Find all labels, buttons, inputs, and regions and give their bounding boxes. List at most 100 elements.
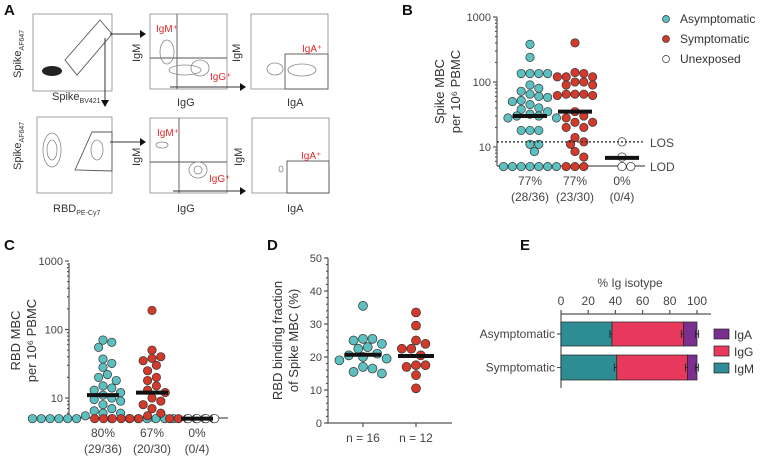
data-point — [94, 372, 104, 382]
data-point — [561, 162, 571, 172]
flow-plot-rbd — [36, 116, 113, 194]
percent-label: 80% — [91, 426, 115, 440]
data-point — [147, 353, 157, 363]
data-point — [151, 372, 161, 382]
category-label: Asymptomatic — [480, 327, 555, 341]
legend-b: Asymptomatic Symptomatic Unexposed — [662, 12, 755, 66]
data-point — [579, 77, 589, 87]
data-point — [80, 411, 90, 421]
data-point — [138, 356, 148, 366]
legend-swatch — [713, 328, 730, 340]
axis-label-igm: IgM — [131, 44, 143, 62]
data-point — [579, 162, 589, 172]
data-point — [503, 113, 513, 123]
fraction-label: (0/4) — [185, 442, 210, 456]
bar-segment-igg — [616, 354, 688, 381]
data-point — [543, 92, 553, 102]
group-asymptomatic: 77% (28/36) — [498, 39, 562, 204]
group-unexposed: 0% (0/4) — [605, 137, 639, 204]
data-point — [561, 89, 571, 99]
y-tick-label: 50 — [310, 253, 322, 265]
x-tick-label: 0 — [558, 294, 565, 308]
panel-label-b: B — [402, 2, 413, 19]
data-point — [107, 358, 117, 368]
data-point — [147, 345, 157, 355]
igm-positive-label: IgM⁺ — [157, 128, 179, 139]
igg-positive-label: IgG⁺ — [209, 174, 230, 185]
data-point — [561, 122, 571, 132]
percent-label: 67% — [140, 426, 164, 440]
data-point — [525, 139, 535, 149]
legend-marker — [662, 35, 670, 43]
chart-d: 0 10 20 30 40 50 RBD binding fractionof Spike … — [270, 253, 452, 445]
panel-label-e: E — [520, 237, 530, 254]
data-point — [358, 334, 368, 344]
group-asymptomatic: n = 16 — [334, 301, 392, 445]
data-point — [570, 89, 580, 99]
data-point — [516, 162, 526, 172]
axis-label-iga: IgA — [287, 97, 304, 109]
data-point — [534, 162, 544, 172]
data-point — [579, 89, 589, 99]
data-point — [525, 162, 535, 172]
rbd-gate — [74, 131, 113, 172]
data-point — [151, 360, 161, 370]
data-point — [358, 301, 368, 311]
y-axis-title-line2: per 10⁶ PBMC — [24, 299, 39, 382]
iga-positive-label: IgA⁺ — [302, 44, 322, 55]
data-point — [516, 68, 526, 79]
percent-label: 77% — [563, 174, 587, 188]
y-axis-title: Spike MBCper 10⁶ PBMC — [432, 50, 463, 133]
data-point — [579, 152, 589, 162]
data-point — [579, 137, 589, 147]
axis-label-spike-bv421: SpikeBV421 — [52, 91, 101, 105]
data-point — [534, 68, 544, 79]
data-point — [98, 362, 108, 372]
n-label: n = 16 — [346, 431, 380, 445]
data-point — [36, 414, 46, 424]
data-point — [147, 404, 157, 414]
flow-plot-igm-igg-bottom — [149, 117, 228, 194]
data-point — [98, 335, 108, 345]
legend-label: Asymptomatic — [680, 12, 755, 26]
data-point — [525, 52, 535, 62]
category-label: Symptomatic — [486, 361, 555, 375]
data-point — [411, 370, 421, 380]
y-tick-label: 40 — [310, 286, 322, 298]
error-bar — [695, 363, 699, 372]
data-point — [143, 375, 153, 386]
data-point — [529, 147, 539, 157]
axis-label-rbd-pecy7: RBDPE-Cy7 — [53, 203, 100, 217]
data-point — [54, 414, 64, 424]
data-point — [588, 72, 598, 82]
chart-b: 10 100 1000 Spike MBCper 10⁶ PBMC 77% (28/36)… — [432, 12, 755, 204]
data-point — [551, 162, 562, 172]
y-tick-label: 1000 — [467, 12, 491, 24]
data-point — [588, 117, 598, 127]
fraction-label: (29/36) — [84, 442, 122, 456]
data-point — [579, 68, 589, 79]
y-tick-label: 10 — [310, 385, 322, 397]
data-point — [358, 362, 368, 372]
lod-label: LOD — [650, 160, 675, 174]
n-label: n = 12 — [399, 431, 433, 445]
data-point — [579, 122, 589, 132]
data-point — [507, 162, 517, 172]
fraction-label: (0/4) — [610, 190, 635, 204]
data-point — [411, 320, 421, 331]
data-point — [534, 125, 544, 135]
y-tick-label: 0 — [316, 418, 322, 430]
flow-cytometry-panel: SpikeAF647 SpikeBV421 IgM⁺ IgG⁺ IgM IgG … — [12, 13, 330, 217]
legend-label: Unexposed — [680, 52, 741, 66]
y-tick-label: 20 — [310, 352, 322, 364]
data-point — [525, 99, 535, 110]
data-point — [107, 337, 117, 347]
data-point — [138, 400, 148, 410]
data-point — [98, 400, 108, 410]
chart-c: 10 100 1000 RBD MBCper 10⁶ PBMC 80% (29/36) 67… — [8, 256, 228, 456]
data-point — [45, 414, 55, 424]
legend-label: IgM — [734, 362, 754, 376]
data-point — [134, 414, 144, 424]
fraction-label: (23/30) — [556, 190, 594, 204]
data-point — [561, 80, 571, 90]
